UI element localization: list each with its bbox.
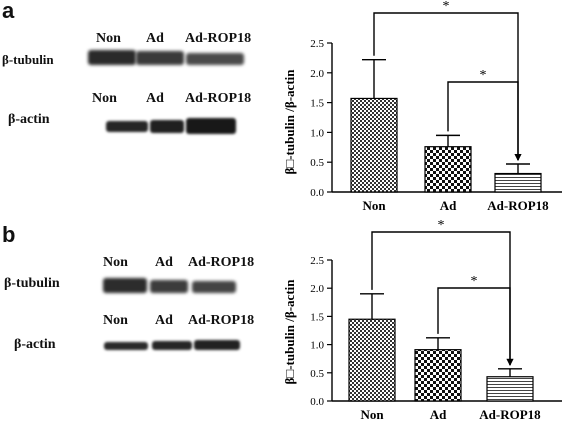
y-tick-label: 2.5 [310, 38, 324, 50]
bar-chart-a: 0.0 0.5 1.0 1.5 2.0 2.5 β□-tubulin /β-actin Non… [282, 0, 562, 213]
arrow-head-icon [506, 358, 514, 366]
bar-ad [414, 349, 462, 402]
panel-letter-b: b [2, 222, 16, 247]
x-tick-label: Ad [430, 407, 447, 422]
blot-a-bottom-lane-ad-rop18: Ad-ROP18 [185, 91, 252, 106]
blot-b-protein-actin: β-actin [14, 337, 56, 352]
significance-star: * [471, 274, 478, 289]
arrow-head-icon [514, 153, 522, 161]
blot-a-bottom-lane-ad: Ad [146, 91, 164, 106]
blot-a-actin-band-ad [150, 120, 184, 133]
significance-star: * [480, 68, 487, 83]
x-tick-label: Non [362, 198, 386, 213]
y-tick-label: 0.5 [310, 157, 324, 169]
y-tick-label: 2.5 [310, 255, 324, 267]
y-tick-label: 0.0 [310, 396, 324, 408]
y-tick-label: 0.5 [310, 368, 324, 380]
blot-a-top-lane-ad-rop18: Ad-ROP18 [185, 31, 252, 46]
bar-chart-b: 0.0 0.5 1.0 1.5 2.0 2.5 β□-tubulin /β-actin Non… [282, 218, 562, 422]
y-axis-label: β□-tubulin /β-actin [282, 69, 297, 175]
y-tick-label: 1.0 [310, 127, 324, 139]
x-tick-label: Non [360, 407, 384, 422]
blot-a-tubulin-band-ad [136, 51, 184, 65]
blot-b-tubulin-band-non [103, 278, 147, 293]
bar-ad-rop18 [494, 172, 542, 193]
y-tick-label: 1.5 [310, 311, 324, 323]
significance-bracket [437, 287, 511, 365]
blot-b-top-lane-non: Non [103, 255, 128, 270]
blot-a-protein-tubulin: β-tubulin [2, 52, 54, 67]
blot-b-protein-tubulin: β-tubulin [4, 276, 60, 291]
blot-b-tubulin-band-ad-rop18 [192, 281, 236, 293]
blot-a-tubulin-band-ad-rop18 [186, 53, 244, 65]
bar-ad [424, 146, 472, 193]
bar-ad-rop18 [486, 376, 534, 402]
y-tick-label: 2.0 [310, 283, 324, 295]
blot-a-top-lane-non: Non [96, 31, 121, 46]
y-tick-label: 1.0 [310, 340, 324, 352]
y-tick-label: 2.0 [310, 68, 324, 80]
bar-non [348, 318, 396, 402]
blot-b-actin-band-ad-rop18 [194, 340, 240, 350]
blot-a-top-lane-ad: Ad [146, 31, 164, 46]
blot-b-bottom-lane-ad-rop18: Ad-ROP18 [188, 313, 255, 328]
blot-a-protein-actin: β-actin [8, 112, 50, 127]
panel-letter-a: a [2, 0, 15, 23]
significance-bracket [447, 81, 519, 160]
blot-b-actin-band-ad [152, 341, 192, 350]
y-tick-label: 1.5 [310, 98, 324, 110]
blot-a-bottom-lane-non: Non [92, 91, 117, 106]
bar-non [350, 97, 398, 193]
blot-a-actin-band-non [106, 121, 148, 132]
blot-b-tubulin-band-ad [150, 280, 188, 293]
blot-a-tubulin-band-non [88, 50, 136, 65]
x-tick-label: Ad [440, 198, 457, 213]
y-axis-label: β□-tubulin /β-actin [282, 279, 297, 385]
blot-b-bottom-lane-non: Non [103, 313, 128, 328]
blot-a-actin-band-ad-rop18 [186, 118, 236, 134]
blot-b-actin-band-non [104, 342, 148, 350]
blot-b-top-lane-ad: Ad [155, 255, 173, 270]
blot-b-top-lane-ad-rop18: Ad-ROP18 [188, 255, 255, 270]
significance-star: * [438, 218, 445, 233]
x-tick-label: Ad-ROP18 [487, 198, 549, 213]
blot-b-bottom-lane-ad: Ad [155, 313, 173, 328]
x-tick-label: Ad-ROP18 [479, 407, 541, 422]
y-tick-label: 0.0 [310, 187, 324, 199]
significance-star: * [443, 0, 450, 14]
